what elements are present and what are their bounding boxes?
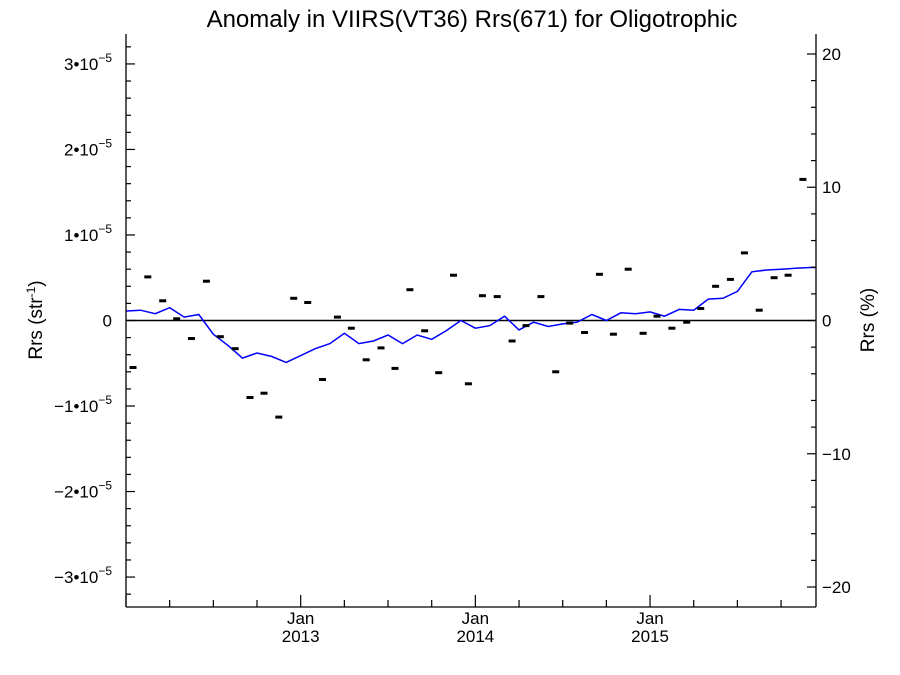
left-tick-mantissa: 2•10 (64, 140, 98, 159)
data-point (668, 326, 676, 330)
left-tick-label: 3•10−5 (64, 51, 112, 74)
data-point (377, 346, 385, 350)
data-point (683, 320, 691, 324)
data-point (537, 295, 545, 299)
data-point (755, 308, 763, 312)
left-tick-label: 1•10−5 (64, 222, 112, 245)
data-point (333, 315, 341, 319)
data-point (508, 339, 516, 343)
data-point (129, 366, 137, 369)
left-y-axis: 3•10−52•10−51•10−50−1•10−5−2•10−5−3•10−5 (54, 34, 135, 607)
data-point (726, 277, 734, 281)
data-point (653, 314, 661, 318)
data-point (260, 391, 268, 395)
left-tick-exponent: −5 (98, 222, 112, 236)
data-point (362, 358, 370, 362)
left-tick-label: −1•10−5 (54, 393, 112, 416)
data-point (173, 317, 181, 321)
data-point (406, 288, 414, 292)
data-point (290, 296, 298, 300)
left-tick-label: −2•10−5 (54, 479, 112, 502)
x-tick-year: 2014 (456, 627, 494, 646)
left-tick-label: −3•10−5 (54, 564, 112, 587)
right-tick-label: −20 (822, 578, 851, 597)
data-point (202, 279, 210, 283)
left-tick-mantissa: 0 (103, 312, 112, 331)
data-point (304, 301, 312, 304)
data-point (581, 331, 588, 334)
data-point (799, 177, 807, 181)
data-point (391, 366, 399, 370)
plot-area (126, 177, 816, 419)
y-axis-title: Rrs (str-1) (24, 280, 47, 359)
left-tick-label: 0 (103, 312, 112, 331)
data-point (246, 396, 254, 399)
data-point (478, 294, 486, 298)
data-point (493, 295, 501, 299)
data-point (770, 276, 778, 280)
left-tick-mantissa: 3•10 (64, 55, 98, 74)
data-point (231, 347, 239, 351)
left-tick-exponent: −5 (98, 393, 112, 407)
y-axis-title-superscript: -1 (24, 286, 38, 297)
data-point (639, 331, 647, 335)
data-point (712, 284, 720, 288)
chart-title: Anomaly in VIIRS(VT36) Rrs(671) for Olig… (207, 6, 738, 33)
right-tick-label: 20 (822, 45, 841, 64)
anomaly-line (126, 266, 816, 364)
data-point (159, 299, 167, 303)
data-point (595, 272, 603, 276)
data-point (421, 329, 429, 333)
right-tick-label: −10 (822, 445, 851, 464)
left-tick-mantissa: −2•10 (54, 483, 98, 502)
data-point (740, 251, 748, 255)
data-point (624, 267, 632, 271)
data-point (784, 273, 792, 277)
data-point (188, 337, 195, 340)
left-tick-mantissa: 1•10 (64, 226, 98, 245)
left-tick-mantissa: −1•10 (54, 397, 98, 416)
right-y-axis: 20 10 0 −10 −20 (807, 34, 851, 607)
data-point (552, 370, 560, 374)
marker-group (129, 177, 807, 419)
left-tick-label: 2•10−5 (64, 136, 112, 159)
data-point (464, 382, 472, 386)
data-point (144, 275, 152, 279)
y-axis-title-text: Rrs (str (26, 297, 47, 360)
left-tick-exponent: −5 (98, 564, 112, 578)
data-point (522, 324, 530, 328)
x-tick-month: Jan (636, 609, 663, 628)
left-tick-exponent: −5 (98, 479, 112, 493)
x-tick-month: Jan (462, 609, 489, 628)
data-point (275, 415, 283, 419)
data-point (697, 307, 705, 310)
left-tick-exponent: −5 (98, 136, 112, 150)
left-tick-mantissa: −3•10 (54, 568, 98, 587)
data-point (566, 321, 574, 325)
x-tick-month: Jan (287, 609, 314, 628)
y-axis-title-suffix: ) (26, 280, 47, 286)
data-point (450, 273, 457, 277)
left-tick-exponent: −5 (98, 51, 112, 65)
right-y-axis-title: Rrs (%) (858, 288, 879, 352)
data-point (216, 335, 224, 339)
x-tick-year: 2013 (282, 627, 320, 646)
data-point (347, 326, 355, 330)
right-tick-label: 0 (822, 312, 831, 331)
data-point (609, 332, 617, 336)
data-point (435, 371, 443, 375)
right-tick-label: 10 (822, 178, 841, 197)
data-point (319, 378, 326, 381)
x-tick-year: 2015 (631, 627, 669, 646)
